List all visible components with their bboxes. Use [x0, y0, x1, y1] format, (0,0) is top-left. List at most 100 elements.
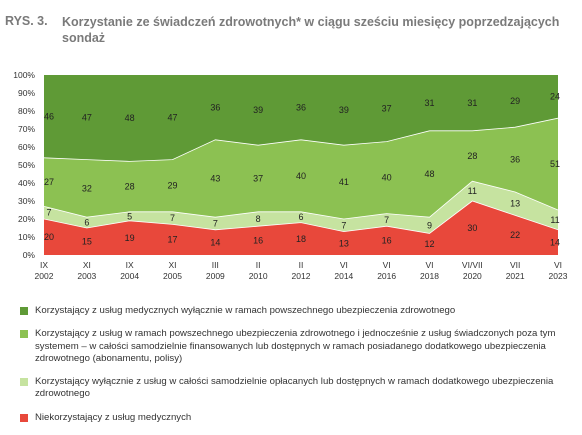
data-label: 37: [253, 174, 263, 184]
data-label: 11: [468, 186, 477, 196]
data-label: 37: [382, 103, 392, 113]
y-tick-label: 90%: [18, 88, 35, 98]
data-label: 48: [424, 169, 434, 179]
data-label: 39: [253, 105, 263, 115]
data-label: 7: [170, 213, 175, 223]
area-series-1: [44, 181, 558, 234]
data-label: 28: [125, 182, 135, 192]
data-label: 13: [339, 238, 349, 248]
y-tick-label: 50%: [18, 160, 35, 170]
data-label: 39: [339, 105, 349, 115]
data-label: 47: [167, 112, 177, 122]
x-tick-label: III 2009: [206, 260, 225, 281]
data-label: 7: [341, 220, 346, 230]
x-tick-label: VI 2014: [334, 260, 353, 281]
y-tick-label: 20%: [18, 214, 35, 224]
data-label: 9: [427, 220, 432, 230]
area-series-2: [44, 118, 558, 219]
data-label: 43: [210, 174, 220, 184]
data-label: 6: [84, 218, 89, 228]
data-label: 7: [384, 215, 389, 225]
data-label: 31: [424, 98, 434, 108]
data-label: 29: [510, 96, 520, 106]
data-label: 30: [467, 223, 477, 233]
data-label: 40: [382, 173, 392, 183]
legend: Korzystający z usług medycznych wyłączni…: [20, 305, 575, 435]
x-tick-label: XI 2005: [163, 260, 182, 281]
data-label: 5: [127, 211, 132, 221]
x-axis-tick-labels: IX 2002 XI 2003 IX 2004 XI 2005 III 2009 II 2010 II 2…: [35, 260, 568, 281]
data-labels: 20 15 19 17 14 16 18 13 16 12 30 22 14 7 6 5 7 7 8 6 7 7 9 11 13…: [44, 92, 560, 250]
data-label: 19: [125, 233, 135, 243]
data-label: 15: [82, 237, 92, 247]
data-label: 18: [296, 234, 306, 244]
data-label: 51: [550, 159, 560, 169]
x-tick-label: VI 2018: [420, 260, 439, 281]
legend-swatch: [20, 413, 28, 422]
data-label: 12: [424, 239, 434, 249]
data-label: 8: [256, 214, 261, 224]
x-tick-label: VII 2021: [506, 260, 525, 281]
y-axis-tick-labels: 0% 10% 20% 30% 40% 50% 60% 70% 80% 90% 100%: [13, 70, 35, 260]
legend-item: Korzystający wyłącznie z usług w całości…: [20, 376, 575, 401]
legend-item: Korzystający z usług medycznych wyłączni…: [20, 305, 575, 317]
x-tick-label: II 2010: [249, 260, 268, 281]
data-label: 29: [167, 181, 177, 191]
data-label: 32: [82, 183, 92, 193]
area-series-group: [43, 75, 559, 255]
data-label: 24: [550, 92, 560, 102]
data-label: 36: [210, 102, 220, 112]
data-label: 14: [210, 237, 220, 247]
data-label: 7: [46, 208, 51, 218]
y-tick-label: 80%: [18, 106, 35, 116]
y-tick-label: 100%: [13, 70, 35, 80]
data-label: 22: [510, 230, 520, 240]
legend-swatch: [20, 330, 28, 339]
x-tick-label: IX 2004: [120, 260, 139, 281]
x-tick-label: VI 2016: [377, 260, 396, 281]
x-tick-label: XI 2003: [77, 260, 96, 281]
legend-label: Korzystający wyłącznie z usług w całości…: [35, 376, 554, 400]
series-boundary-0: [43, 200, 559, 234]
legend-swatch: [20, 378, 28, 387]
legend-item: Niekorzystający z usług medycznych: [20, 412, 575, 424]
legend-label: Korzystający z usług w ramach powszechne…: [35, 328, 556, 364]
area-series-0: [44, 201, 558, 255]
data-label: 20: [44, 232, 54, 242]
legend-item: Korzystający z usług w ramach powszechne…: [20, 328, 575, 365]
data-label: 36: [296, 102, 306, 112]
data-label: 46: [44, 111, 54, 121]
data-label: 36: [510, 155, 520, 165]
area-series-3: [44, 75, 558, 162]
data-label: 41: [339, 177, 349, 187]
x-tick-label: VI 2023: [549, 260, 568, 281]
data-label: 11: [550, 215, 559, 225]
y-tick-label: 70%: [18, 124, 35, 134]
legend-label: Korzystający z usług medycznych wyłączni…: [35, 305, 456, 316]
y-tick-label: 10%: [18, 232, 35, 242]
figure-label: RYS. 3.: [5, 14, 48, 28]
y-tick-label: 60%: [18, 142, 35, 152]
data-label: 48: [125, 113, 135, 123]
y-tick-label: 40%: [18, 178, 35, 188]
legend-swatch: [20, 307, 28, 315]
stacked-area-chart: 0% 10% 20% 30% 40% 50% 60% 70% 80% 90% 100% IX 2002…: [13, 70, 568, 281]
chart-title: Korzystanie ze świadczeń zdrowotnych* w …: [62, 15, 560, 45]
x-tick-label: II 2012: [292, 260, 311, 281]
x-tick-label: VI/VII 2020: [462, 260, 483, 281]
data-label: 27: [44, 177, 54, 187]
data-label: 6: [298, 212, 303, 222]
data-label: 7: [213, 219, 218, 229]
data-label: 14: [550, 237, 560, 247]
data-label: 28: [467, 151, 477, 161]
data-label: 13: [510, 199, 520, 209]
series-boundary-2: [43, 117, 559, 162]
x-tick-label: IX 2002: [35, 260, 54, 281]
y-tick-label: 0%: [23, 250, 36, 260]
data-label: 16: [382, 236, 392, 246]
y-tick-label: 30%: [18, 196, 35, 206]
data-label: 17: [167, 235, 177, 245]
series-boundary-1: [43, 180, 559, 220]
data-label: 47: [82, 112, 92, 122]
data-label: 16: [253, 236, 263, 246]
